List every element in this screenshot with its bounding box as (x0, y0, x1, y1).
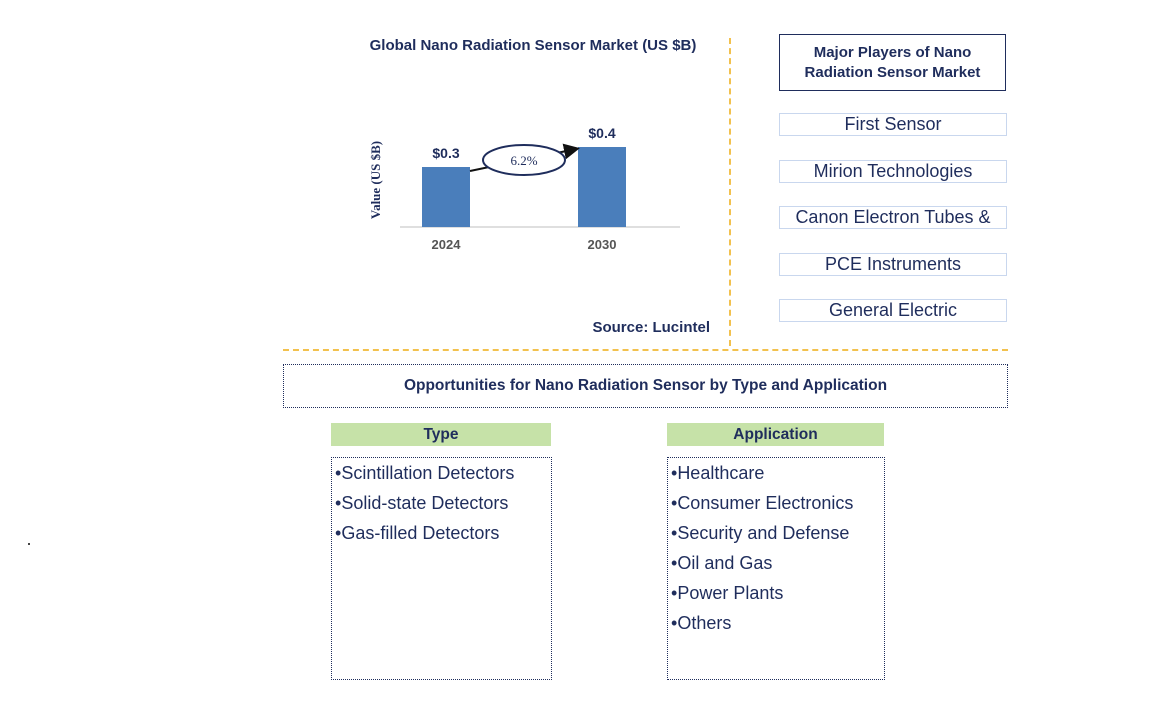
chart-title: Global Nano Radiation Sensor Market (US … (369, 37, 697, 54)
application-list: HealthcareConsumer ElectronicsSecurity a… (667, 457, 885, 680)
player-item: PCE Instruments (779, 253, 1007, 276)
bar-value-label: $0.3 (432, 145, 459, 161)
horizontal-divider (283, 349, 1008, 351)
growth-rate-label: 6.2% (510, 153, 537, 168)
application-item: Healthcare (668, 460, 884, 490)
application-item: Consumer Electronics (668, 490, 884, 520)
opportunities-title: Opportunities for Nano Radiation Sensor … (283, 364, 1008, 408)
bar-2030 (578, 147, 626, 227)
player-item: General Electric (779, 299, 1007, 322)
vertical-divider (729, 38, 731, 346)
application-item: Security and Defense (668, 520, 884, 550)
type-item: Scintillation Detectors (332, 460, 551, 490)
application-item: Power Plants (668, 580, 884, 610)
players-header: Major Players of Nano Radiation Sensor M… (779, 34, 1006, 91)
player-item: First Sensor (779, 113, 1007, 136)
category-tick-label: 2030 (588, 237, 617, 252)
bar-2024 (422, 167, 470, 227)
market-bar-chart: Value (US $B) $0.3 2024 $0.4 2030 6.2% (368, 125, 680, 252)
category-tick-label: 2024 (432, 237, 462, 252)
chart-source: Source: Lucintel (592, 319, 710, 336)
type-header: Type (331, 423, 551, 446)
player-item: Canon Electron Tubes & (779, 206, 1007, 229)
stray-dot (28, 543, 30, 545)
application-item: Others (668, 610, 884, 640)
bar-value-label: $0.4 (588, 125, 615, 141)
type-item: Gas-filled Detectors (332, 520, 551, 550)
growth-ellipse (482, 144, 566, 176)
application-item: Oil and Gas (668, 550, 884, 580)
type-item: Solid-state Detectors (332, 490, 551, 520)
y-axis-label: Value (US $B) (368, 141, 383, 219)
player-item: Mirion Technologies (779, 160, 1007, 183)
application-header: Application (667, 423, 884, 446)
type-list: Scintillation DetectorsSolid-state Detec… (331, 457, 552, 680)
